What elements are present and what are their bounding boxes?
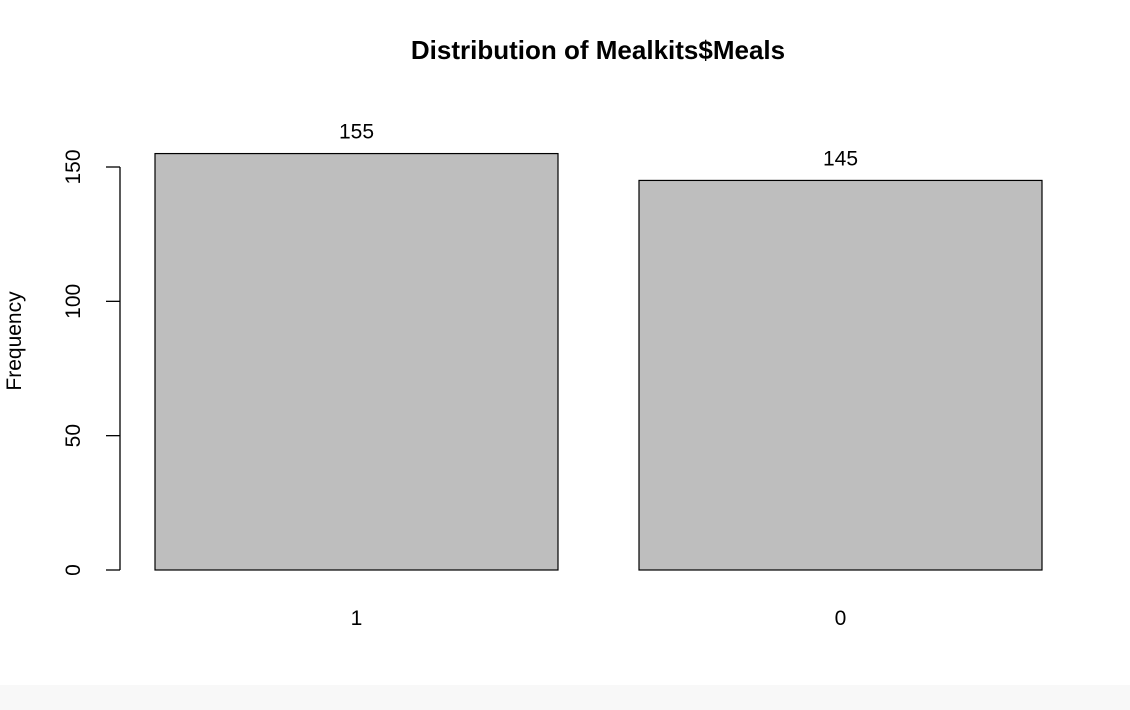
- bar: [154, 152, 559, 571]
- y-tick-label: 150: [62, 149, 85, 184]
- y-axis-label: Frequency: [3, 291, 26, 391]
- bar-data-label: 155: [339, 121, 374, 144]
- chart-title: Distribution of Mealkits$Meals: [411, 35, 785, 65]
- x-category-label: 1: [351, 607, 363, 630]
- y-axis: 0 50 100 150: [62, 149, 121, 576]
- bar-data-label: 145: [823, 147, 858, 170]
- bars-group: 155 1 145 0: [154, 121, 1043, 630]
- y-tick-label: 0: [62, 564, 85, 576]
- plot-area: Distribution of Mealkits$Meals Frequency…: [3, 35, 1043, 630]
- y-tick-label: 100: [62, 284, 85, 319]
- y-tick-label: 50: [62, 424, 85, 447]
- x-category-label: 0: [835, 607, 847, 630]
- bar: [638, 179, 1043, 571]
- bar-chart: Distribution of Mealkits$Meals Frequency…: [3, 35, 1043, 630]
- bottom-strip: [0, 685, 1130, 710]
